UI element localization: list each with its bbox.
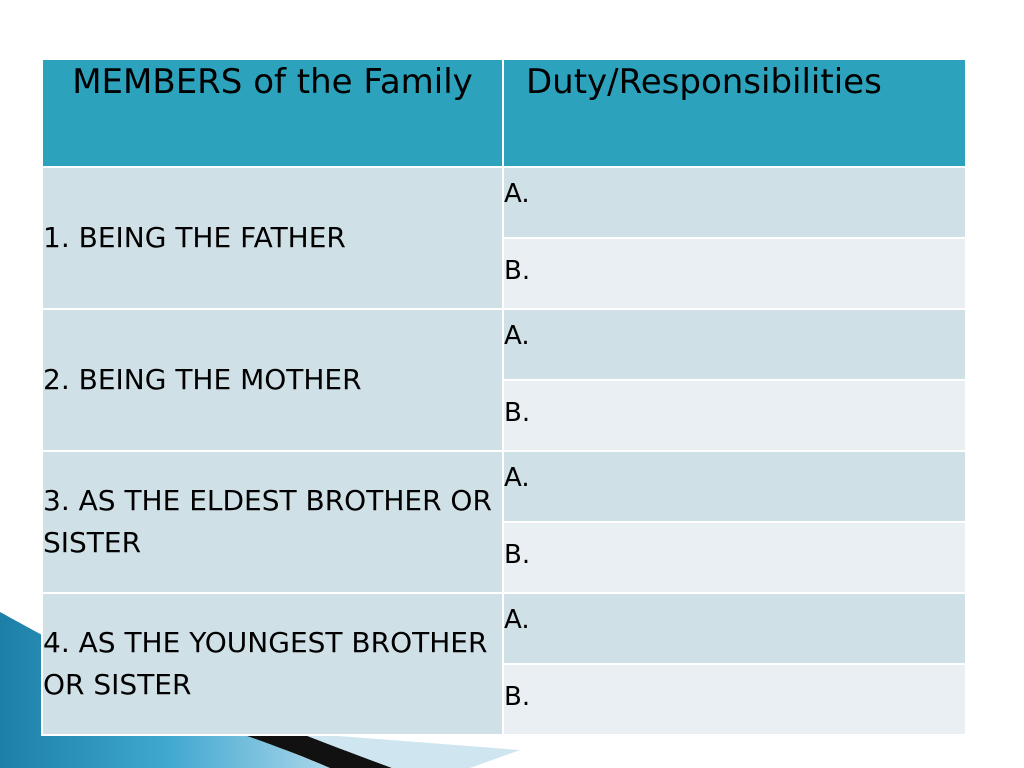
swoosh-light-stripe [300, 733, 520, 768]
swoosh-black-stripe [230, 730, 392, 768]
duty-cell: B. [502, 521, 967, 594]
member-cell: 3. AS THE ELDEST BROTHER OR SISTER [41, 450, 504, 594]
table-row: B. [42, 237, 967, 310]
duty-cell: A. [502, 308, 967, 381]
member-cell: 1. BEING THE FATHER [41, 166, 504, 310]
table-row: 1. BEING THE FATHER A. [41, 166, 967, 310]
table-row: 3. AS THE ELDEST BROTHER OR SISTER A. [41, 450, 967, 594]
header-members: MEMBERS of the Family [41, 58, 504, 168]
family-duty-table: MEMBERS of the Family Duty/Responsibilit… [41, 58, 967, 736]
table-header-row: MEMBERS of the Family Duty/Responsibilit… [41, 58, 967, 168]
duty-cell: B. [502, 379, 967, 452]
member-cell: 2. BEING THE MOTHER [41, 308, 504, 452]
duty-cell: A. [502, 450, 967, 523]
header-duty: Duty/Responsibilities [502, 58, 967, 168]
table-row: 4. AS THE YOUNGEST BROTHER OR SISTER A. [41, 592, 967, 736]
table-row: B. [42, 521, 967, 594]
table-row: B. [42, 663, 967, 736]
member-cell: 4. AS THE YOUNGEST BROTHER OR SISTER [41, 592, 504, 736]
table-row: 2. BEING THE MOTHER A. [41, 308, 967, 452]
duty-cell: A. [502, 592, 967, 665]
duty-cell: B. [502, 663, 967, 736]
duty-cell: B. [502, 237, 967, 310]
table-row: B. [42, 379, 967, 452]
duty-cell: A. [502, 166, 967, 239]
